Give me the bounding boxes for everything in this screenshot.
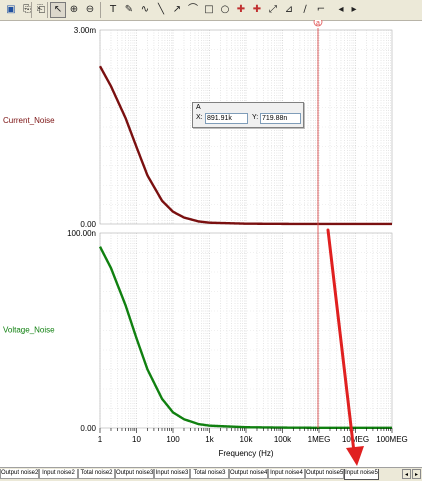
cursor-a-marker — [313, 20, 323, 27]
line-icon[interactable]: ╲ — [157, 4, 165, 15]
tab-input-noise4[interactable]: Input noise4 — [268, 469, 305, 479]
cursor-readout-box[interactable]: A X: 891.91k Y: 719.88n — [192, 102, 304, 128]
y-tick-label: 100.00n — [67, 229, 96, 238]
tab-output-noise3[interactable]: Output noise3 — [115, 469, 154, 479]
cursor-y-label: Y: — [252, 114, 259, 121]
y-tick-label: 0.00 — [80, 424, 96, 433]
tool-17-icon[interactable]: ⊿ — [284, 4, 294, 15]
tool-18-icon[interactable]: ∕ — [303, 4, 307, 15]
toolbar-separator — [47, 2, 48, 18]
y-tick-label: 0.00 — [80, 220, 96, 229]
tab-input-noise3[interactable]: Input noise3 — [154, 469, 190, 479]
x-tick-label: 10MEG — [342, 435, 369, 444]
pen-icon[interactable]: ✎ — [124, 4, 134, 15]
x-tick-label: 1 — [98, 435, 103, 444]
x-tick-label: 100k — [274, 435, 292, 444]
copy-icon[interactable]: ⎘ — [23, 4, 31, 15]
toolbar-separator — [100, 2, 101, 18]
cursor-b-icon[interactable]: ✚ — [252, 4, 262, 15]
x-tick-label: 100 — [166, 435, 180, 444]
pointer-icon[interactable]: ↖ — [50, 2, 66, 18]
current-noise-trace — [98, 65, 392, 226]
x-tick-label: 1MEG — [308, 435, 331, 444]
y-tick-label: 3.00m — [74, 26, 97, 35]
plot-area: 3.00m0.00Current_Noise100.00n0.00Voltage… — [3, 20, 408, 466]
cursor-x-label: X: — [196, 114, 203, 121]
tab-output-noise2[interactable]: Output noise2 — [0, 469, 39, 479]
tab-total-noise2[interactable]: Total noise2 — [78, 469, 115, 479]
polyline-icon[interactable]: ⌒ — [188, 4, 198, 15]
cursor-x-value[interactable]: 891.91k — [205, 113, 248, 124]
tab-input-noise5[interactable]: Input noise5 — [344, 469, 379, 480]
tab-total-noise3[interactable]: Total noise3 — [190, 469, 229, 479]
arrow-line-icon[interactable]: ↗ — [172, 4, 182, 15]
tool-19-icon[interactable]: ⌐ — [316, 4, 326, 15]
x-tick-label: 100MEG — [376, 435, 408, 444]
x-tick-label: 10k — [240, 435, 254, 444]
paste-icon[interactable]: ⎗ — [37, 4, 45, 15]
annotation-arrow — [326, 228, 356, 454]
tab-output-noise5[interactable]: Output noise5 — [305, 469, 344, 479]
zoom-in-icon[interactable]: ⊕ — [69, 4, 79, 15]
cursor-readout-title: A — [196, 104, 201, 111]
tab-bar: Output noise2 Input noise2 Total noise2 Out… — [0, 467, 422, 481]
tool-16-icon[interactable]: ⤢ — [269, 4, 277, 15]
tab-output-noise4[interactable]: Output noise4 — [229, 469, 268, 479]
cursor-a-icon[interactable]: ✚ — [236, 4, 246, 15]
cursor-a-marker-label: a — [316, 20, 320, 27]
x-tick-label: 1k — [205, 435, 214, 444]
voltage-noise-trace — [98, 246, 392, 430]
cursor-y-value[interactable]: 719.88n — [260, 113, 301, 124]
next-icon[interactable]: ▸ — [351, 4, 357, 15]
x-tick-label: 10 — [132, 435, 141, 444]
tab-scroll-right-icon[interactable]: ▸ — [412, 469, 421, 479]
save-icon[interactable]: ▣ — [6, 4, 16, 15]
text-icon[interactable]: T — [109, 4, 117, 15]
y-axis-label: Voltage_Noise — [3, 326, 55, 335]
toolbar: ▣ ⎘ ⎗ ↖ ⊕ ⊖ T ✎ ∿ ╲ ↗ ⌒ □ ○ ✚ ✚ ⤢ ⊿ ∕ ⌐ ◂ ▸ — [0, 0, 422, 21]
x-axis-label: Frequency (Hz) — [218, 449, 273, 458]
annotation-arrow-head — [346, 446, 364, 466]
zoom-out-icon[interactable]: ⊖ — [85, 4, 95, 15]
tab-input-noise2[interactable]: Input noise2 — [39, 469, 78, 479]
rectangle-icon[interactable]: □ — [204, 4, 214, 15]
prev-icon[interactable]: ◂ — [338, 4, 344, 15]
tab-scroll-left-icon[interactable]: ◂ — [402, 469, 411, 479]
y-axis-label: Current_Noise — [3, 116, 55, 125]
ellipse-icon[interactable]: ○ — [220, 4, 230, 15]
toolbar-separator — [31, 2, 32, 18]
curve-icon[interactable]: ∿ — [140, 4, 150, 15]
